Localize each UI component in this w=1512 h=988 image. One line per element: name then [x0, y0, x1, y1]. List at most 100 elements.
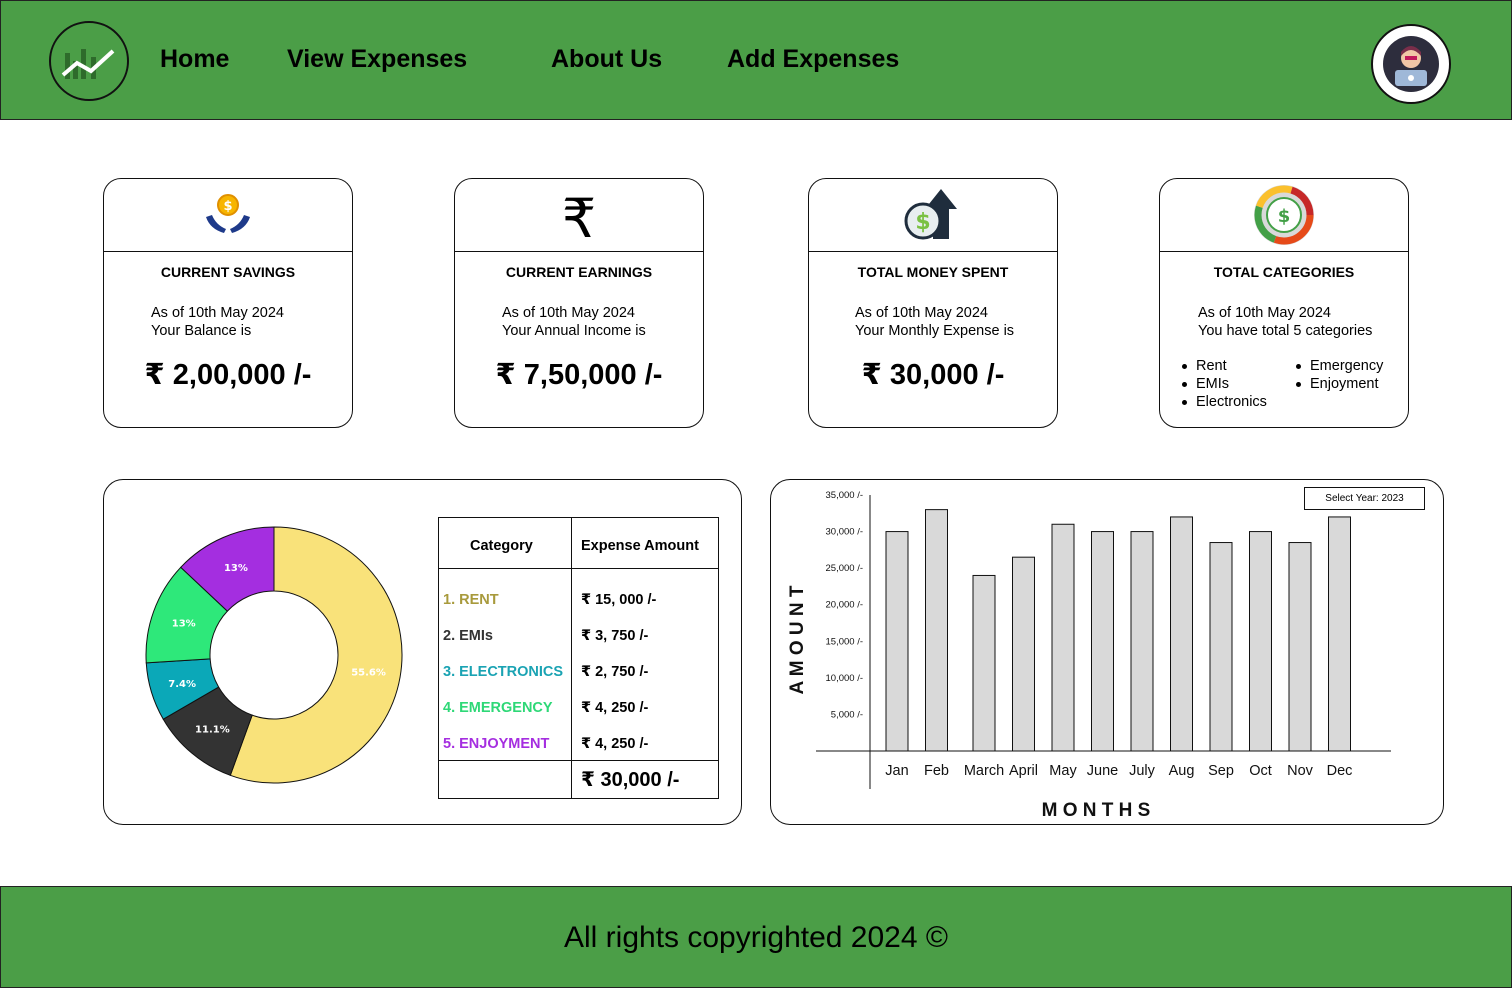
x-tick-label: March — [964, 763, 1004, 779]
x-tick-label: Nov — [1287, 763, 1314, 779]
card-title: CURRENT SAVINGS — [160, 264, 296, 280]
table-row-emis-amount: ₹ 3, 750 /- — [581, 628, 649, 644]
spent-amount: ₹ 30,000 /- — [861, 359, 1005, 391]
x-tick-label: May — [1049, 763, 1077, 779]
bar-june — [1091, 531, 1114, 752]
table-row-electronics-amount: ₹ 2, 750 /- — [581, 664, 649, 680]
expense-breakdown-panel: 55.6% 11.1% 7.4% 13% 13% Category Expense Am… — [103, 479, 742, 825]
bar-oct — [1249, 531, 1272, 752]
table-row-enjoyment-amount: ₹ 4, 250 /- — [581, 736, 649, 752]
card-title: CURRENT EARNINGS — [505, 264, 653, 280]
pie-label-emergency: 13% — [172, 618, 196, 629]
table-row-emergency-amount: ₹ 4, 250 /- — [581, 700, 649, 716]
x-tick-label: Dec — [1327, 763, 1353, 779]
expense-donut-chart: 55.6% 11.1% 7.4% 13% 13% — [145, 526, 403, 784]
x-tick-label: Feb — [924, 763, 949, 779]
x-tick-label: Jan — [885, 763, 908, 779]
bar-jan — [885, 531, 909, 752]
y-tick-label: 15,000 /- — [826, 636, 864, 647]
category-item: Electronics — [1180, 393, 1267, 411]
monthly-expense-bar-chart: 5,000 /- 10,000 /- 15,000 /- 20,000 /- 25,00… — [787, 490, 1391, 821]
bar-sep — [1209, 542, 1233, 752]
pie-label-enjoyment: 13% — [224, 563, 248, 574]
bar-march — [972, 574, 996, 752]
table-row-electronics-name: 3. ELECTRONICS — [443, 664, 564, 680]
nav-view-expenses[interactable]: View Expenses — [287, 45, 468, 73]
bar-aug — [1170, 516, 1193, 752]
bar-may — [1051, 523, 1075, 752]
trend-chart-icon — [61, 49, 115, 79]
x-tick-label: June — [1087, 763, 1118, 779]
x-tick-label: Aug — [1169, 763, 1195, 779]
select-year-dropdown[interactable]: Select Year: 2023 — [1304, 487, 1425, 510]
category-donut-icon: $ — [1254, 185, 1314, 245]
category-item: Emergency — [1294, 357, 1383, 375]
x-tick-label: Sep — [1208, 763, 1234, 779]
card-subtitle: As of 10th May 2024 Your Balance is — [151, 305, 284, 339]
earnings-amount: ₹ 7,50,000 /- — [495, 359, 663, 391]
user-avatar-icon — [1383, 36, 1439, 92]
card-title: TOTAL CATEGORIES — [1213, 264, 1355, 280]
card-subtitle: As of 10th May 2024 Your Monthly Expense… — [855, 305, 1015, 339]
y-axis-label: A M O U N T — [787, 585, 808, 694]
svg-text:$: $ — [915, 210, 930, 235]
table-row-enjoyment-name: 5. ENJOYMENT — [443, 736, 550, 752]
y-tick-label: 30,000 /- — [826, 527, 864, 538]
svg-text:$: $ — [1278, 206, 1291, 227]
nav-about-us[interactable]: About Us — [551, 45, 663, 73]
bar-april — [1012, 556, 1035, 752]
savings-hands-coin-icon: $ — [206, 194, 250, 233]
pie-slice-enjoyment — [180, 526, 275, 612]
card-subtitle: As of 10th May 2024 Your Annual Income i… — [502, 305, 646, 339]
y-tick-label: 5,000 /- — [831, 709, 863, 720]
pie-label-electronics: 7.4% — [168, 679, 196, 690]
table-row-emergency-name: 4. EMERGENCY — [443, 700, 553, 716]
y-tick-label: 10,000 /- — [826, 673, 864, 684]
money-up-arrow-icon: $ — [904, 189, 957, 240]
categories-card: $ TOTAL CATEGORIES As of 10th May 2024 Y… — [1159, 178, 1409, 428]
table-total-amount: ₹ 30,000 /- — [581, 769, 680, 791]
avatar[interactable] — [1371, 24, 1451, 104]
pie-label-rent: 55.6% — [351, 668, 386, 679]
table-header-category: Category — [470, 538, 533, 554]
bar-dec — [1328, 516, 1351, 752]
earnings-card: ₹ CURRENT EARNINGS As of 10th May 2024 Y… — [454, 178, 704, 428]
nav-add-expenses[interactable]: Add Expenses — [727, 45, 900, 73]
category-item: Rent — [1180, 357, 1267, 375]
table-row-emis-name: 2. EMIs — [443, 628, 493, 644]
table-row-rent-name: 1. RENT — [443, 592, 499, 608]
x-tick-label: April — [1009, 763, 1038, 779]
bar-nov — [1288, 542, 1312, 752]
table-header-amount: Expense Amount — [581, 538, 699, 554]
card-subtitle: As of 10th May 2024 You have total 5 cat… — [1198, 305, 1373, 339]
expense-table: Category Expense Amount 1. RENT ₹ 15, 00… — [438, 517, 719, 799]
x-axis-label: M O N T H S — [1042, 800, 1151, 821]
y-tick-label: 20,000 /- — [826, 600, 864, 611]
table-row-rent-amount: ₹ 15, 000 /- — [581, 592, 657, 608]
spent-card: $ TOTAL MONEY SPENT As of 10th May 2024 … — [808, 178, 1058, 428]
monthly-expense-panel: Select Year: 2023 5,000 /- 10,000 /- 15,00… — [770, 479, 1444, 825]
x-tick-label: July — [1129, 763, 1156, 779]
category-list-col1: Rent EMIs Electronics — [1180, 357, 1267, 411]
category-item: Enjoyment — [1294, 375, 1383, 393]
savings-amount: ₹ 2,00,000 /- — [144, 359, 312, 391]
svg-text:₹: ₹ — [562, 187, 596, 245]
category-item: EMIs — [1180, 375, 1267, 393]
card-title: TOTAL MONEY SPENT — [857, 264, 1009, 280]
header: Home View Expenses About Us Add Expenses — [0, 0, 1512, 120]
rupee-icon: ₹ — [562, 187, 596, 245]
svg-text:$: $ — [223, 199, 232, 214]
copyright-text: All rights copyrighted 2024 © — [564, 921, 948, 954]
savings-card: $ CURRENT SAVINGS As of 10th May 2024 Yo… — [103, 178, 353, 428]
y-tick-label: 35,000 /- — [826, 490, 864, 501]
pie-label-emis: 11.1% — [195, 725, 230, 736]
bar-feb — [925, 509, 948, 752]
nav-home[interactable]: Home — [160, 45, 230, 73]
bar-july — [1130, 531, 1154, 752]
footer: All rights copyrighted 2024 © — [0, 886, 1512, 988]
pie-slice-rent — [229, 526, 403, 784]
x-tick-label: Oct — [1249, 763, 1272, 779]
y-tick-label: 25,000 /- — [826, 563, 864, 574]
category-list-col2: Emergency Enjoyment — [1294, 357, 1383, 393]
logo[interactable] — [49, 21, 129, 101]
